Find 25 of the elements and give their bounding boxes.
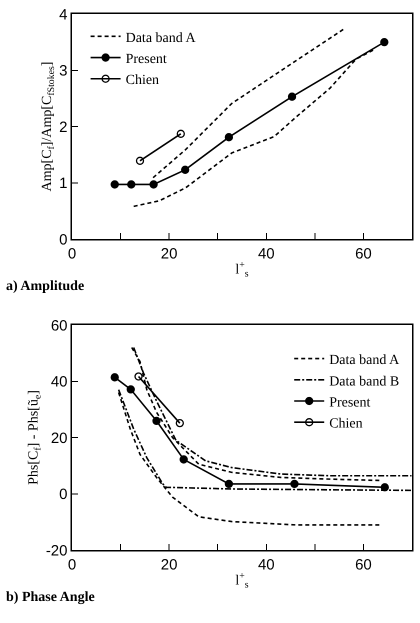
text: a) Amplitude [6,279,84,294]
x-tick-label: 60 [355,246,372,262]
y-tick-label: 2 [59,118,68,136]
x-tick-label: 40 [258,246,275,262]
y-tick-label: 1 [59,175,68,192]
x-tick-label: 20 [160,246,178,262]
y-tick-label: 20 [50,430,68,447]
x-tick-label: 40 [258,556,275,574]
y-tick-label: -20 [46,542,68,560]
legend-label: Data band A [126,30,196,46]
legend-label: Chien [329,416,363,432]
legend-label: Chien [126,73,160,88]
legend-label: Present [329,395,371,410]
x-tick-label: 20 [160,556,178,574]
y-tick-label: 4 [59,6,68,24]
legend-label: Present [126,52,167,68]
y-tick-label: 60 [50,317,68,334]
y-tick-label: 3 [59,62,68,80]
y-tick-label: 0 [59,231,68,248]
legend-label: Data band B [329,374,400,390]
y-tick-label: 0 [59,486,68,503]
text: b) Phase Angle [6,590,95,605]
y-tick-label: 40 [50,374,68,390]
x-tick-label: 60 [355,556,372,574]
legend-label: Data band A [329,353,400,368]
